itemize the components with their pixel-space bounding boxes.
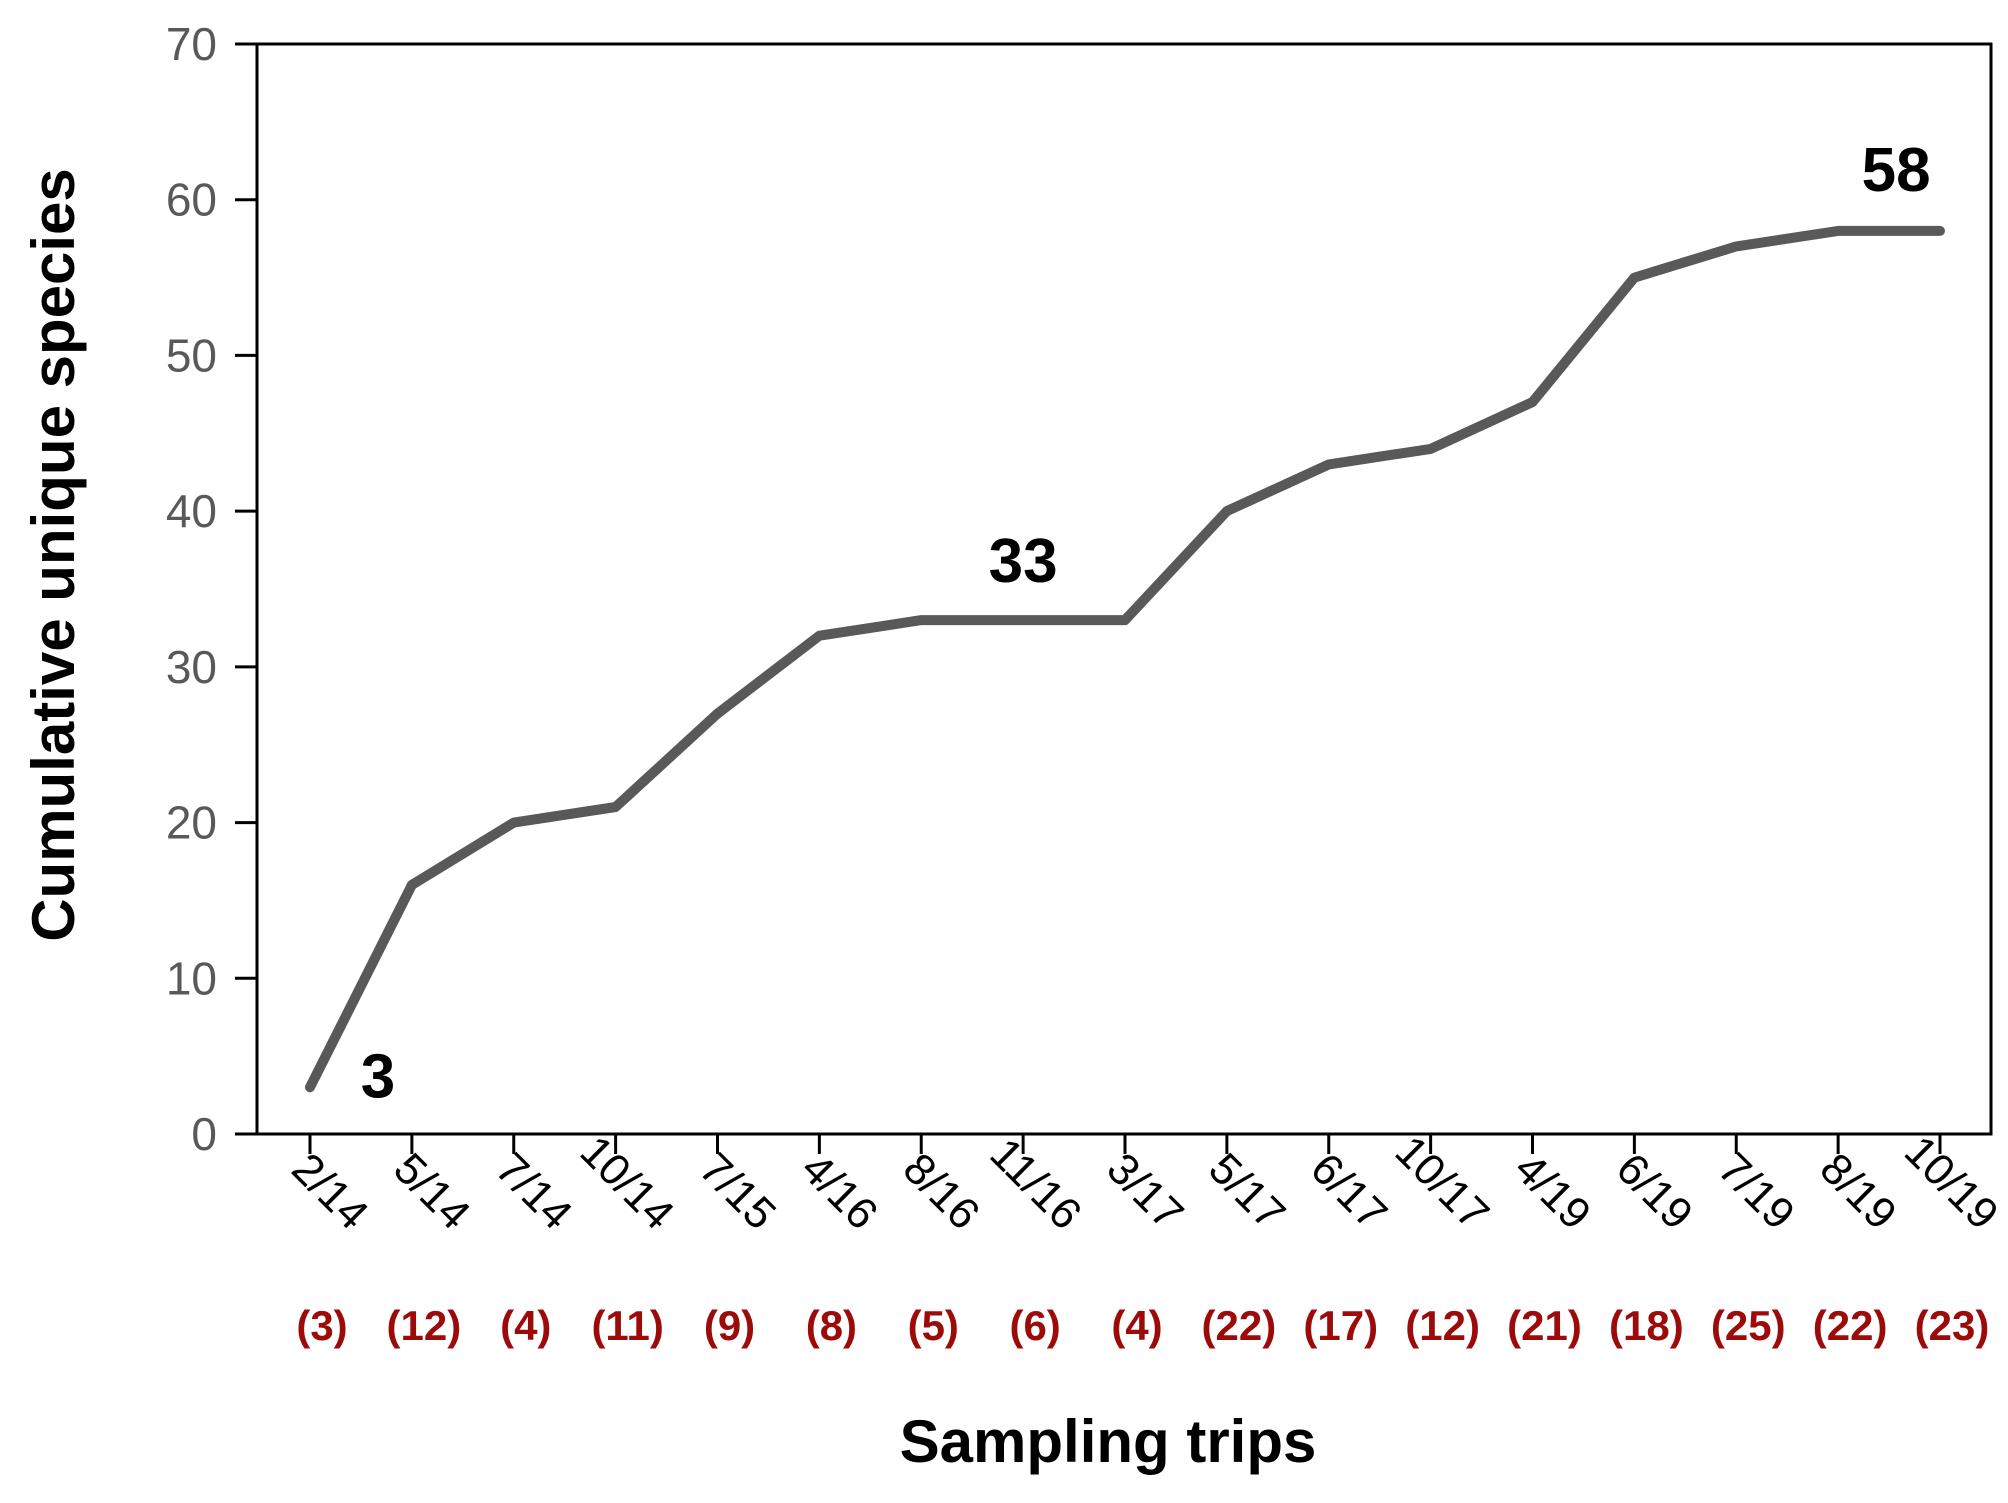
trip-count-label: (12) [387, 1302, 462, 1349]
x-tick-label: 4/16 [792, 1144, 887, 1239]
x-tick-label: 8/16 [894, 1144, 989, 1239]
trip-count-label: (25) [1711, 1302, 1786, 1349]
y-tick-label: 70 [166, 18, 217, 70]
trip-count-label: (11) [591, 1302, 663, 1349]
trip-count-labels: (3) (12) (4) (11) (9) (8) (5) (6) (4) (22) (17) (12… [296, 1302, 1989, 1349]
y-axis: 0 10 20 30 40 50 60 70 [166, 18, 257, 1160]
x-tick-label: 11/16 [981, 1129, 1091, 1239]
x-tick-label: 8/19 [1810, 1144, 1905, 1239]
x-tick-label: 6/19 [1607, 1144, 1702, 1239]
plot-frame [255, 42, 1993, 1136]
x-tick-label: 10/19 [1895, 1127, 2008, 1240]
x-tick-label: 2/14 [282, 1144, 377, 1239]
x-tick-label: 6/17 [1301, 1144, 1396, 1239]
trip-count-label: (3) [296, 1302, 347, 1349]
y-tick-label: 20 [166, 797, 217, 849]
series-line [305, 225, 1945, 1093]
data-label: 58 [1862, 136, 1931, 205]
y-tick-label: 10 [166, 952, 217, 1004]
x-tick-label: 4/19 [1505, 1144, 1600, 1239]
y-tick-label: 40 [166, 485, 217, 537]
x-tick-label: 7/19 [1709, 1144, 1804, 1239]
y-tick-label: 30 [166, 641, 217, 693]
x-tick-label: 10/17 [1386, 1127, 1499, 1240]
trip-count-label: (9) [704, 1302, 755, 1349]
x-tick-label: 3/17 [1097, 1144, 1192, 1239]
y-tick-label: 0 [191, 1108, 217, 1160]
trip-count-label: (22) [1202, 1302, 1277, 1349]
trip-count-label: (5) [908, 1302, 959, 1349]
trip-count-label: (21) [1507, 1302, 1582, 1349]
data-label: 3 [361, 1042, 395, 1111]
trip-count-label: (22) [1813, 1302, 1888, 1349]
y-axis-title: Cumulative unique species [20, 168, 87, 942]
trip-count-label: (6) [1009, 1302, 1060, 1349]
x-axis-title: Sampling trips [900, 1408, 1317, 1475]
trip-count-label: (17) [1303, 1302, 1378, 1349]
trip-count-label: (12) [1405, 1302, 1480, 1349]
x-tick-label: 5/17 [1199, 1144, 1294, 1239]
trip-count-label: (23) [1915, 1302, 1990, 1349]
y-tick-label: 60 [166, 174, 217, 226]
trip-count-label: (18) [1609, 1302, 1684, 1349]
x-tick-label: 10/14 [571, 1127, 684, 1240]
x-tick-label: 5/14 [384, 1144, 479, 1239]
trip-count-label: (4) [1111, 1302, 1162, 1349]
trip-count-label: (4) [500, 1302, 551, 1349]
trip-count-label: (8) [806, 1302, 857, 1349]
y-tick-label: 50 [166, 329, 217, 381]
x-tick-label: 7/14 [486, 1144, 581, 1239]
data-label: 33 [989, 527, 1058, 596]
x-tick-label: 7/15 [690, 1144, 785, 1239]
